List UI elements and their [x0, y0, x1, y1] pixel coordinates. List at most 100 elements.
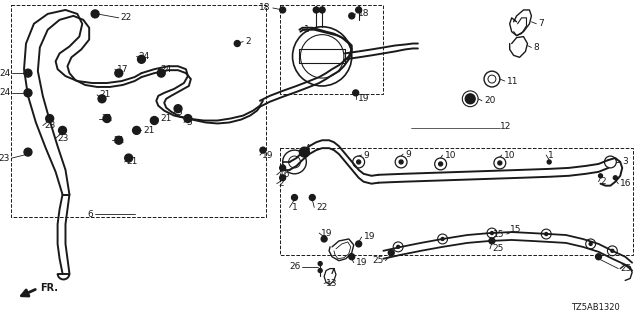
Text: 1: 1 [548, 151, 554, 160]
Circle shape [397, 245, 399, 248]
Text: 21: 21 [114, 136, 125, 145]
Text: 7: 7 [538, 19, 544, 28]
Text: 19: 19 [262, 151, 273, 160]
Circle shape [545, 233, 548, 236]
Text: 4: 4 [305, 144, 310, 153]
Circle shape [356, 241, 362, 247]
Text: 24: 24 [160, 65, 172, 74]
Text: 10: 10 [504, 151, 515, 160]
Circle shape [321, 236, 327, 242]
Text: 19: 19 [364, 233, 375, 242]
Text: 1: 1 [305, 25, 310, 34]
Circle shape [174, 105, 182, 113]
Text: 23: 23 [0, 154, 10, 163]
Circle shape [150, 116, 158, 124]
Text: 25: 25 [620, 264, 632, 273]
Circle shape [138, 55, 145, 63]
Circle shape [388, 250, 394, 256]
Bar [280, 148, 633, 255]
Text: 23: 23 [58, 134, 69, 143]
Text: 2: 2 [600, 177, 606, 186]
Text: 15: 15 [493, 229, 505, 238]
Circle shape [353, 90, 358, 96]
Text: 25: 25 [372, 256, 383, 265]
Circle shape [45, 115, 54, 123]
Text: 21: 21 [143, 126, 155, 135]
Circle shape [441, 237, 444, 240]
Circle shape [280, 7, 285, 13]
Circle shape [309, 195, 316, 200]
Text: 9: 9 [405, 149, 411, 159]
Circle shape [490, 232, 493, 235]
Circle shape [125, 154, 132, 162]
Circle shape [319, 7, 325, 13]
Text: 24: 24 [0, 68, 10, 78]
Circle shape [489, 238, 495, 244]
Text: 16: 16 [620, 179, 632, 188]
Circle shape [589, 243, 592, 245]
Circle shape [184, 115, 192, 123]
Text: 22: 22 [121, 13, 132, 22]
Circle shape [349, 254, 355, 260]
Text: 5: 5 [186, 118, 191, 127]
Text: 24: 24 [138, 52, 150, 61]
Circle shape [280, 165, 285, 171]
Circle shape [24, 89, 32, 97]
Circle shape [115, 136, 123, 144]
Text: 16: 16 [278, 170, 290, 179]
Text: 10: 10 [445, 151, 456, 160]
Text: 2: 2 [245, 37, 251, 46]
Text: 18: 18 [259, 4, 271, 12]
Circle shape [318, 262, 322, 266]
Text: 8: 8 [533, 43, 539, 52]
Text: 6: 6 [88, 210, 93, 219]
Circle shape [24, 69, 32, 77]
Circle shape [598, 174, 602, 178]
Text: 19: 19 [358, 94, 369, 103]
Bar [11, 5, 266, 217]
Circle shape [300, 147, 309, 157]
Text: TZ5AB1320: TZ5AB1320 [571, 303, 620, 312]
Circle shape [356, 7, 362, 13]
Circle shape [596, 254, 602, 260]
Text: 26: 26 [289, 262, 300, 271]
Bar [280, 5, 383, 94]
Circle shape [613, 176, 618, 180]
Text: 22: 22 [316, 203, 328, 212]
Text: 19: 19 [356, 258, 367, 267]
Circle shape [292, 195, 298, 200]
Text: 12: 12 [500, 122, 511, 131]
Circle shape [438, 162, 443, 166]
Circle shape [260, 147, 266, 153]
Text: 21: 21 [160, 114, 172, 123]
Text: 2: 2 [278, 179, 284, 188]
Circle shape [280, 175, 285, 181]
Text: 15: 15 [509, 225, 521, 234]
Circle shape [132, 126, 141, 134]
Text: 24: 24 [0, 88, 10, 97]
Circle shape [349, 13, 355, 19]
Circle shape [115, 69, 123, 77]
Text: 3: 3 [622, 157, 628, 166]
Circle shape [498, 161, 502, 165]
Text: 11: 11 [507, 76, 518, 85]
Circle shape [157, 69, 165, 77]
Text: 13: 13 [326, 279, 337, 288]
Circle shape [313, 7, 319, 13]
Circle shape [59, 126, 67, 134]
Text: 20: 20 [484, 96, 495, 105]
Circle shape [547, 160, 551, 164]
Circle shape [24, 148, 32, 156]
Text: 23: 23 [45, 121, 56, 130]
Circle shape [356, 160, 361, 164]
Text: 21: 21 [127, 157, 138, 166]
Text: 5: 5 [176, 108, 182, 117]
Text: 1: 1 [292, 203, 298, 212]
Circle shape [103, 115, 111, 123]
Circle shape [91, 10, 99, 18]
Text: 17: 17 [117, 65, 128, 74]
Text: FR.: FR. [40, 283, 58, 293]
Text: 21: 21 [99, 90, 111, 99]
Circle shape [611, 249, 614, 252]
Text: 19: 19 [321, 228, 333, 237]
